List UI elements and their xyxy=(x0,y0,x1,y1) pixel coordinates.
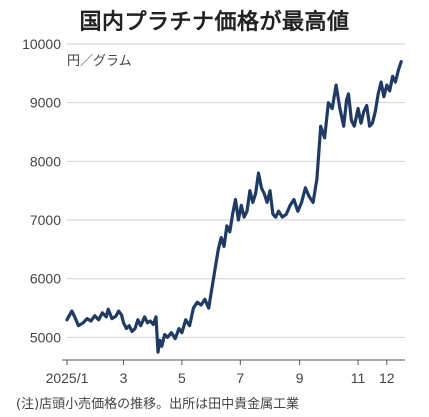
y-tick-label: 8000 xyxy=(30,153,61,169)
grid-lines xyxy=(67,43,405,338)
y-tick-label: 9000 xyxy=(30,95,61,111)
chart-title: 国内プラチナ価格が最高値 xyxy=(79,10,350,35)
x-tick-label: 5 xyxy=(178,370,186,386)
series-group xyxy=(65,59,403,354)
y-axis-unit-label: 円／グラム xyxy=(67,54,132,69)
x-tick-label: 9 xyxy=(296,370,304,386)
x-tick-label: 7 xyxy=(236,370,244,386)
x-tick-label: 3 xyxy=(120,370,128,386)
x-tick-label: 2025/1 xyxy=(46,370,89,386)
y-tick-label: 10000 xyxy=(22,36,61,52)
price-series-line xyxy=(65,59,403,354)
y-axis: 5000 6000 7000 8000 9000 10000 xyxy=(22,36,61,345)
x-tick-label: 12 xyxy=(379,370,395,386)
source-note: (注)店頭小売価格の推移。出所は田中貴金属工業 xyxy=(16,397,300,412)
x-axis: 2025/1 3 5 7 9 11 12 xyxy=(46,359,405,386)
y-tick-label: 7000 xyxy=(30,212,61,228)
y-tick-label: 6000 xyxy=(30,271,61,287)
x-tick-label: 11 xyxy=(351,370,366,386)
y-tick-label: 5000 xyxy=(30,329,61,345)
